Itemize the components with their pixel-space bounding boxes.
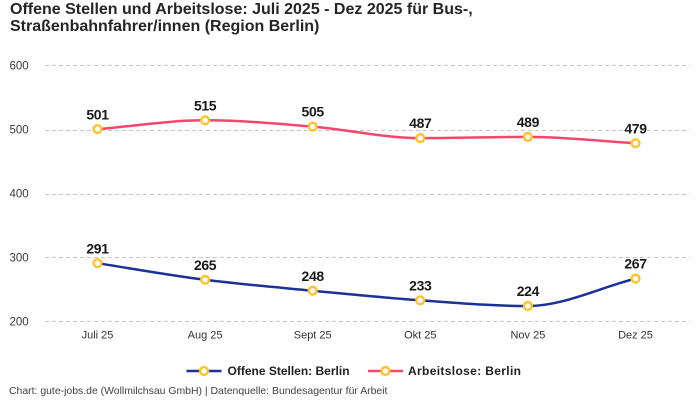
svg-text:489: 489: [517, 114, 540, 130]
svg-text:479: 479: [624, 120, 647, 136]
svg-text:400: 400: [10, 189, 29, 201]
svg-text:291: 291: [86, 240, 109, 256]
svg-text:224: 224: [517, 283, 540, 299]
svg-text:Arbeitslose: Berlin: Arbeitslose: Berlin: [408, 364, 521, 378]
svg-text:233: 233: [409, 277, 432, 293]
svg-text:Juli 25: Juli 25: [82, 330, 114, 342]
svg-text:300: 300: [10, 253, 29, 265]
svg-text:500: 500: [10, 125, 29, 137]
svg-text:501: 501: [86, 106, 109, 122]
svg-text:265: 265: [194, 257, 217, 273]
svg-text:248: 248: [302, 268, 325, 284]
svg-text:505: 505: [302, 104, 325, 120]
svg-text:487: 487: [409, 115, 432, 131]
svg-text:Aug 25: Aug 25: [188, 330, 223, 342]
svg-text:Dez 25: Dez 25: [618, 330, 653, 342]
svg-text:Offene Stellen: Berlin: Offene Stellen: Berlin: [228, 364, 350, 378]
svg-text:600: 600: [10, 61, 29, 73]
svg-text:Okt 25: Okt 25: [404, 330, 436, 342]
svg-text:200: 200: [10, 317, 29, 329]
svg-text:Sept 25: Sept 25: [294, 330, 332, 342]
svg-text:515: 515: [194, 97, 217, 113]
svg-text:267: 267: [624, 256, 647, 272]
svg-text:Nov 25: Nov 25: [510, 330, 545, 342]
